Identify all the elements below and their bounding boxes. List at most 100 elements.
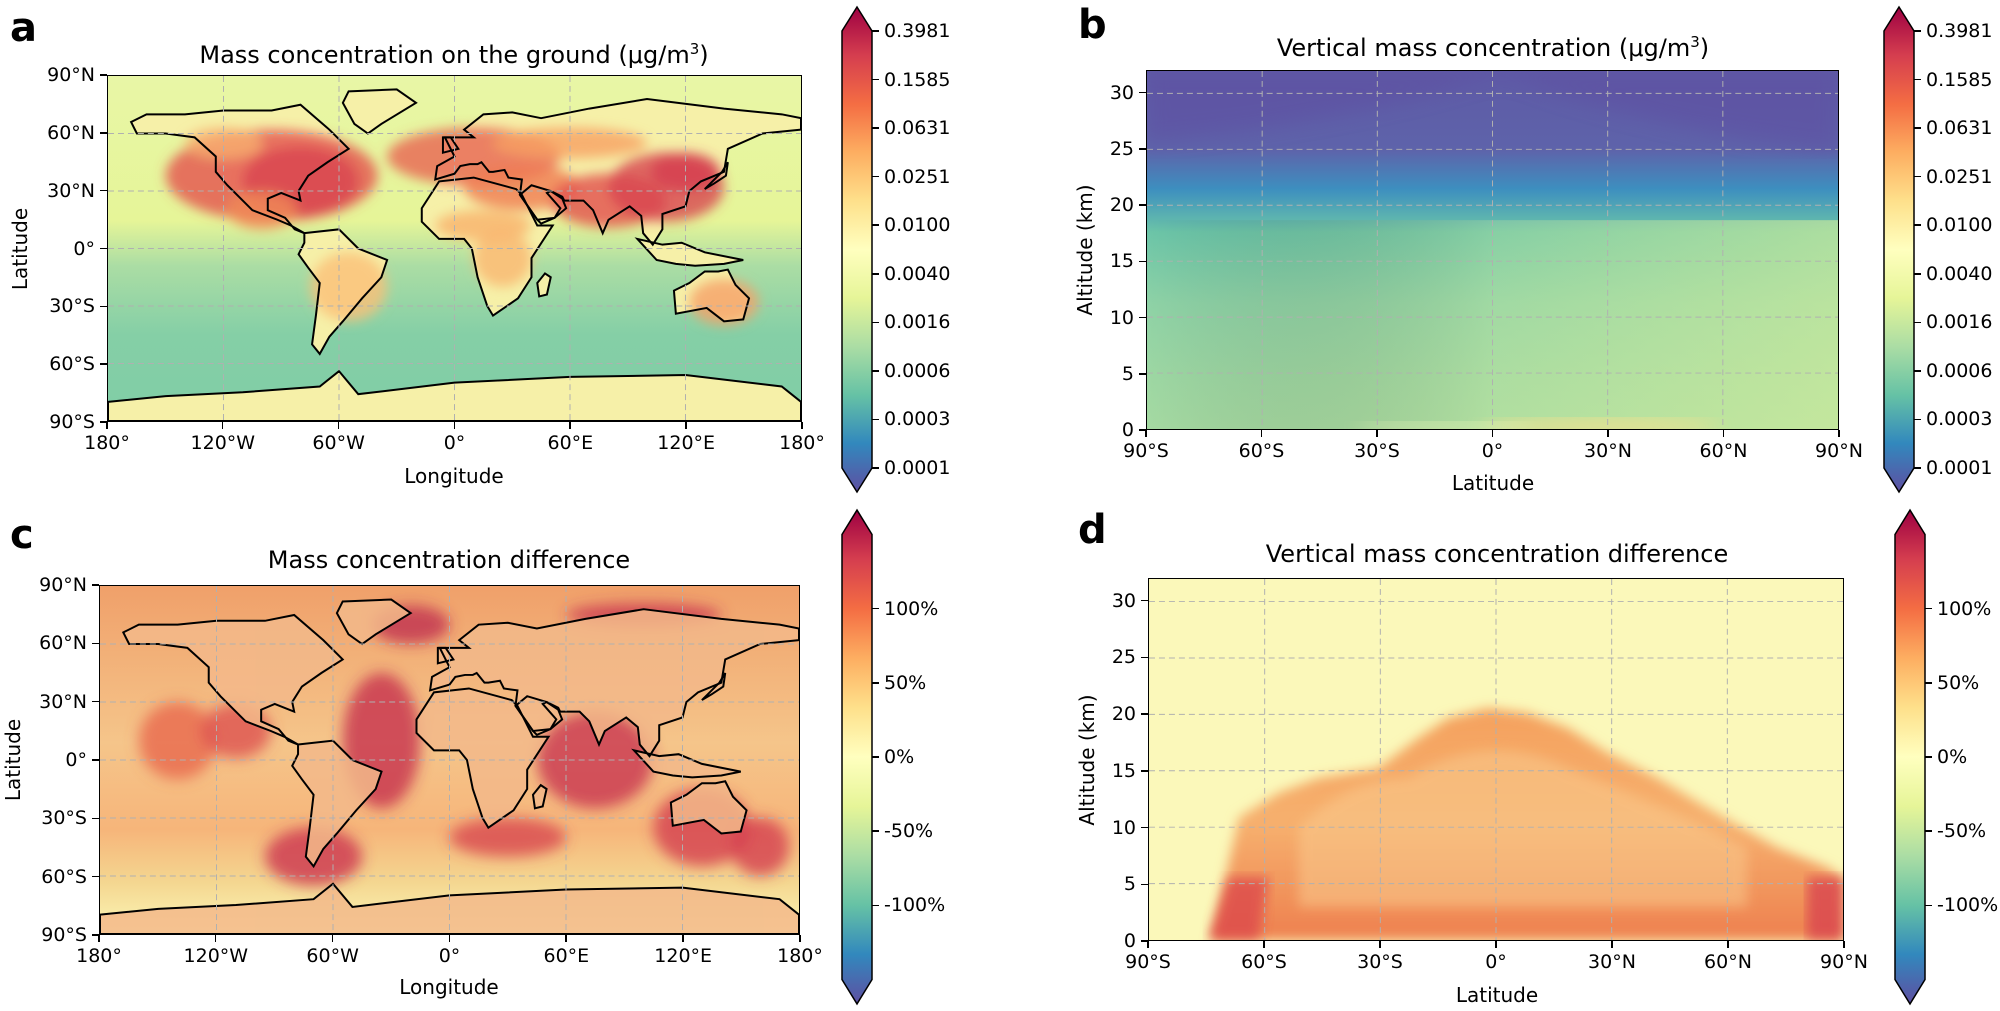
x-axis-label: Latitude	[1451, 471, 1535, 495]
x-axis-label: Longitude	[399, 975, 499, 999]
land-eurasia	[430, 609, 799, 757]
colorbar-tick-label: 0.0040	[884, 262, 951, 285]
x-tick-label: 60°E	[547, 432, 594, 454]
colorbar-tick-mark	[872, 418, 879, 421]
colorbar	[838, 5, 876, 494]
colorbar-tick-label: 0.0100	[884, 214, 951, 237]
x-tick-mark	[1607, 430, 1609, 437]
coastline-antarctica	[100, 882, 799, 934]
colorbar-tick-label: 0.0003	[1926, 408, 1993, 431]
title-superscript: 3	[1690, 33, 1700, 51]
colorbar-tick-mark	[1925, 682, 1932, 684]
y-tick-label: 30°N	[39, 690, 87, 713]
y-tick-mark	[100, 363, 107, 365]
y-tick-label: 30°S	[49, 295, 95, 318]
colorbar-tick-mark	[1914, 78, 1921, 81]
colorbar-tick-label: 0.0001	[884, 457, 951, 479]
colorbar-tick-mark	[1914, 224, 1921, 226]
colorbar-tick-mark	[872, 273, 879, 275]
colorbar-tick-label: 0.0016	[1926, 311, 1993, 334]
x-tick-mark	[1147, 941, 1149, 948]
x-tick-mark	[106, 422, 108, 429]
colorbar-tick-label: 50%	[884, 671, 927, 694]
colorbar-tick-label: 0.1585	[1926, 68, 1993, 91]
colorbar-tick-mark	[872, 756, 879, 758]
land-greenland	[342, 89, 416, 134]
y-tick-label: 30°N	[47, 179, 95, 202]
y-tick-label: 30	[1109, 81, 1134, 104]
profile-heatmap	[1149, 579, 1843, 940]
x-tick-label: 0°	[1485, 951, 1507, 973]
colorbar-tick-label: 0.3981	[884, 20, 951, 42]
land-australia	[670, 781, 747, 834]
x-tick-mark	[801, 422, 803, 429]
coastline-greenland	[335, 598, 413, 646]
colorbar-tick-mark	[1914, 127, 1921, 129]
land-north-america	[123, 615, 343, 745]
y-tick-mark	[100, 132, 107, 134]
colorbar-tick-mark	[1914, 370, 1921, 372]
x-tick-label: 90°S	[1123, 440, 1169, 462]
colorbar-tick-mark	[872, 127, 879, 129]
coastline-japan	[701, 672, 727, 701]
concentration-hotspot	[493, 127, 647, 159]
concentration-hotspot	[449, 818, 566, 857]
colorbar-tick-mark	[872, 224, 879, 226]
y-tick-label: 90°N	[39, 574, 87, 596]
y-tick-label: 90°S	[41, 924, 87, 946]
title-end: )	[1699, 34, 1710, 62]
coastline-antarctica	[108, 369, 801, 421]
colorbar-tick-label: 0.0001	[1926, 457, 1993, 479]
colorbar	[838, 508, 876, 1006]
x-tick-label: 180°	[777, 945, 823, 967]
x-tick-label: 30°S	[1357, 951, 1403, 973]
x-tick-label: 0°	[438, 945, 461, 967]
land-greenland	[336, 599, 411, 644]
x-tick-label: 180°	[76, 945, 122, 967]
colorbar-gradient	[1894, 509, 1926, 1005]
x-tick-mark	[569, 422, 571, 429]
x-tick-mark	[453, 422, 455, 429]
coastline-uk	[441, 136, 460, 154]
y-tick-label: 10	[1109, 306, 1134, 329]
y-tick-mark	[1139, 204, 1146, 206]
x-tick-label: 180°	[84, 432, 130, 454]
land-indonesia	[633, 750, 741, 778]
x-tick-mark	[1722, 430, 1724, 437]
colorbar-tick-mark	[1925, 904, 1932, 907]
colorbar-tick-label: 0.0631	[1926, 117, 1993, 140]
profile-plot	[1148, 578, 1844, 941]
colorbar-tick-label: 100%	[884, 597, 939, 620]
x-tick-label: 60°W	[306, 945, 359, 967]
coastline-madagascar	[536, 272, 552, 298]
land-south-america	[292, 740, 382, 867]
y-tick-mark	[1141, 599, 1148, 602]
colorbar-gradient	[841, 6, 873, 493]
colorbar-tick-mark	[872, 370, 879, 372]
panel-letter: a	[10, 5, 37, 51]
y-tick-label: 0°	[73, 237, 95, 260]
y-axis-label: Latitude	[1, 718, 25, 802]
coastline-africa	[415, 687, 551, 830]
y-tick-label: 15	[1111, 759, 1136, 782]
y-tick-label: 0	[1123, 930, 1136, 952]
x-tick-mark	[799, 935, 801, 942]
x-tick-label: 120°E	[654, 945, 713, 967]
panel-letter: b	[1078, 2, 1107, 48]
colorbar-tick-label: -100%	[884, 894, 946, 917]
colorbar-tick-mark	[1925, 756, 1932, 758]
y-tick-label: 5	[1123, 873, 1136, 896]
profile-heatmap	[1147, 71, 1838, 429]
colorbar-tick-mark	[872, 78, 879, 81]
x-tick-mark	[214, 935, 217, 942]
y-tick-mark	[1139, 373, 1146, 375]
land-africa	[416, 688, 549, 828]
colorbar-tick-label: -50%	[884, 820, 934, 843]
coastline-indonesia	[631, 748, 741, 779]
y-tick-mark	[92, 700, 99, 703]
concentration-hotspot	[138, 702, 217, 780]
coastline-eurasia	[434, 97, 801, 247]
x-tick-label: 60°N	[1704, 951, 1752, 973]
y-tick-label: 5	[1121, 362, 1134, 385]
panel-title: Mass concentration on the ground (μg/m3)	[199, 40, 708, 69]
